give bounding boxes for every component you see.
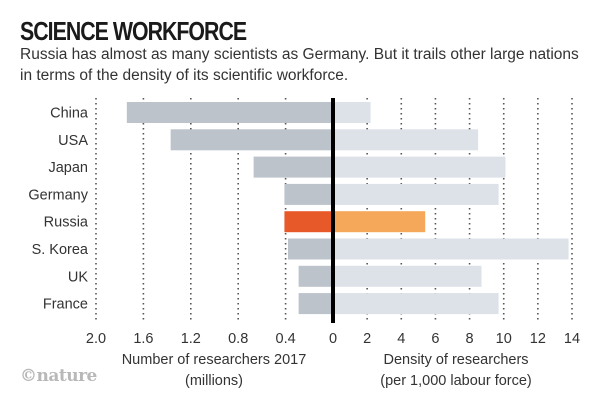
tick-right-12: 12 (530, 331, 546, 347)
category-labels: China USA Japan Germany Russia S. Korea UK Fran… (28, 106, 89, 313)
tick-left-0.8: 0.8 (228, 331, 248, 347)
category-label-usa: USA (58, 133, 88, 149)
tick-right-2: 2 (363, 331, 371, 347)
bar-right-s-korea (333, 238, 569, 260)
category-label-china: China (50, 106, 89, 122)
left-axis-title-line2: (millions) (185, 373, 243, 389)
tick-left-1.6: 1.6 (133, 331, 153, 347)
left-axis-title-line1: Number of researchers 2017 (122, 352, 307, 368)
tick-right-8: 8 (466, 331, 474, 347)
tick-right-14: 14 (564, 331, 580, 347)
bar-left-uk (298, 265, 333, 287)
category-label-france: France (43, 297, 88, 313)
bar-left-usa (170, 129, 333, 151)
category-label-russia: Russia (44, 215, 89, 231)
right-axis-title-line2: (per 1,000 labour force) (380, 373, 532, 389)
category-label-s-korea: S. Korea (32, 242, 89, 258)
bar-right-japan (333, 156, 506, 178)
bar-right-usa (333, 129, 479, 151)
bars (126, 102, 569, 315)
tick-right-10: 10 (496, 331, 512, 347)
bar-right-france (333, 293, 499, 315)
nature-logo: ©nature (20, 366, 97, 386)
tick-right-4: 4 (397, 331, 405, 347)
tick-right-6: 6 (431, 331, 439, 347)
bar-left-japan (253, 156, 333, 178)
tick-labels: 2.0 1.6 1.2 0.8 0.4 0 2 4 6 8 10 12 14 (86, 331, 580, 347)
category-label-uk: UK (68, 269, 88, 285)
tick-left-2.0: 2.0 (86, 331, 106, 347)
bar-left-france (298, 293, 333, 315)
tick-left-1.2: 1.2 (181, 331, 201, 347)
category-label-germany: Germany (28, 187, 88, 203)
tick-left-0: 0 (329, 331, 337, 347)
category-label-japan: Japan (48, 160, 88, 176)
bar-left-s-korea (287, 238, 333, 260)
bar-left-china (126, 102, 333, 123)
bar-right-russia (333, 211, 426, 233)
tick-left-0.4: 0.4 (276, 331, 296, 347)
chart-title: SCIENCE WORKFORCE (20, 16, 247, 46)
bar-left-germany (284, 183, 333, 205)
bar-right-china (333, 102, 371, 123)
bar-right-germany (333, 183, 499, 205)
right-axis-title-line1: Density of researchers (383, 352, 528, 368)
bar-right-uk (333, 265, 482, 287)
bar-left-russia (284, 211, 333, 233)
chart-subtitle: Russia has almost as many scientists as … (20, 46, 579, 84)
